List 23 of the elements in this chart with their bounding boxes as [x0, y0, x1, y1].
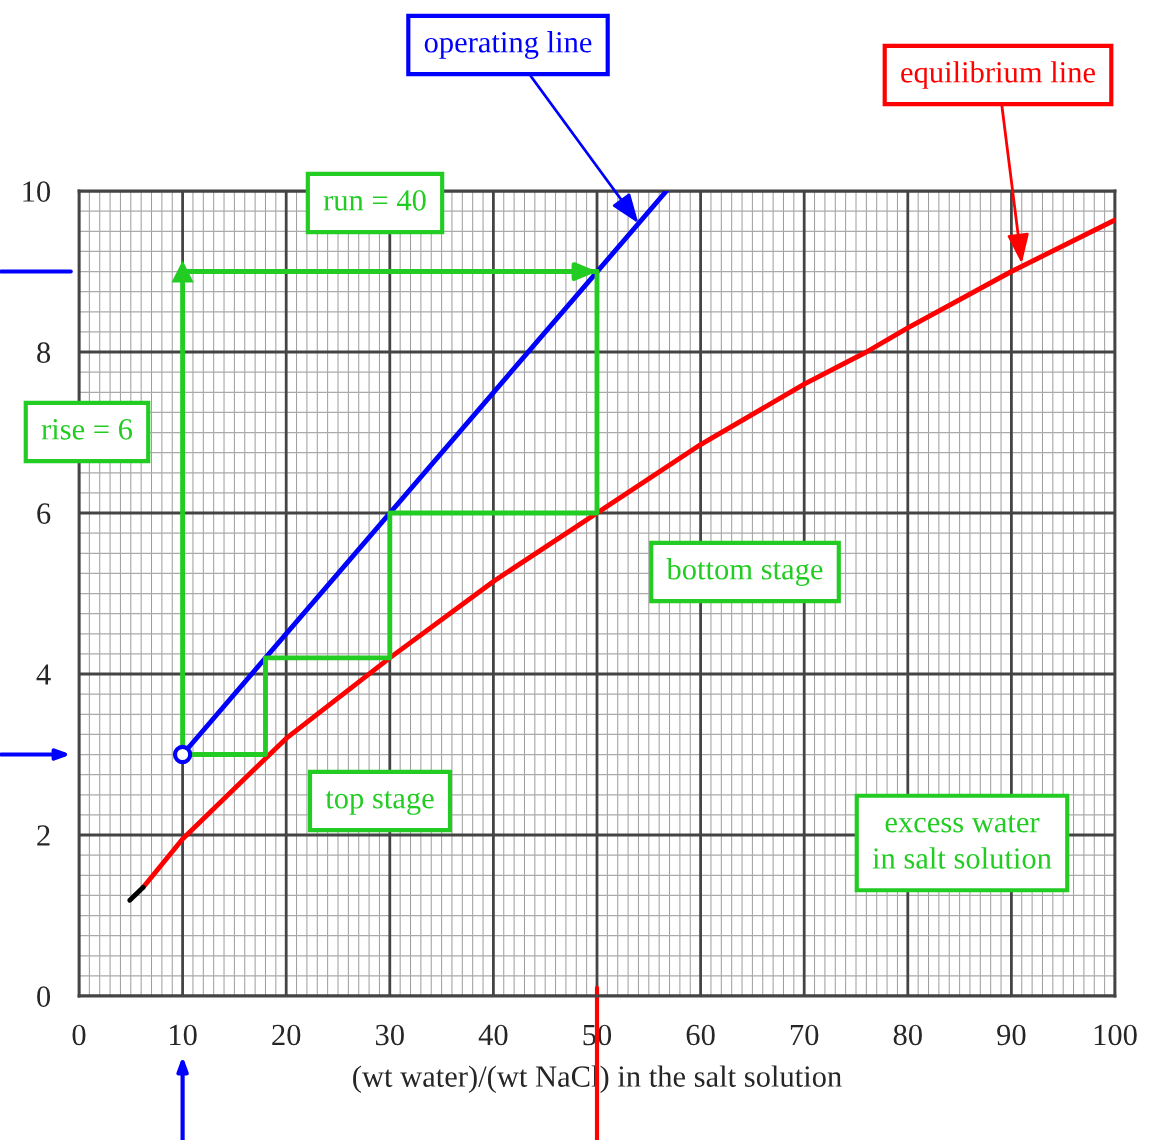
annotation: equilibrium line	[901, 61, 1095, 89]
x-tick-label: 10	[170, 1024, 197, 1046]
x-tick-label: 30	[375, 1024, 404, 1046]
y-tick-label: 10	[23, 181, 51, 202]
annotation: bottom stage	[666, 558, 823, 586]
x-tick-label: 90	[997, 1024, 1026, 1046]
y-tick-label: 2	[37, 825, 50, 846]
annotation: operating line	[424, 31, 592, 59]
annotation: excess water in salt solution	[872, 815, 1052, 869]
annotation: run = 40	[323, 190, 426, 211]
x-tick-label: 60	[686, 1024, 715, 1046]
y-tick-label: 6	[37, 503, 51, 524]
x-tick-label: 20	[272, 1024, 301, 1046]
x-tick-label: 100	[1094, 1024, 1137, 1046]
x-tick-label: 70	[790, 1024, 819, 1046]
x-tick-label: 40	[478, 1024, 508, 1046]
annotation: top stage	[325, 791, 434, 815]
annotation: rise = 6	[41, 419, 133, 440]
x-tick-label: 0	[72, 1024, 86, 1046]
y-tick-label: 8	[37, 342, 51, 363]
y-tick-label: 4	[36, 664, 51, 685]
y-tick-label: 0	[37, 986, 51, 1007]
x-tick-label: 80	[893, 1024, 922, 1046]
